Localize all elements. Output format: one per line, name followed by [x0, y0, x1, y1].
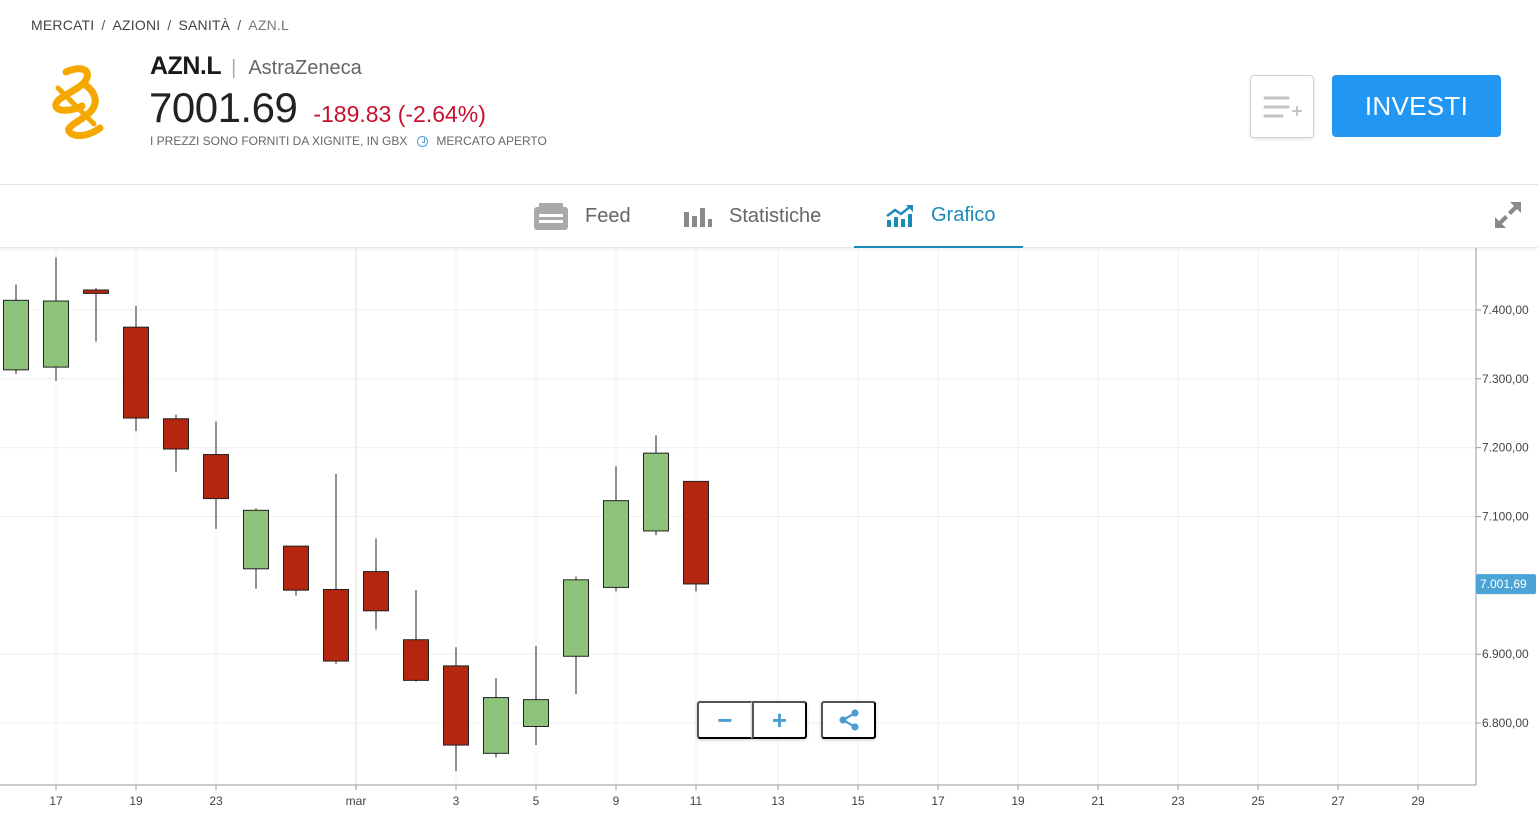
- y-tick-label: 7.300,00: [1482, 372, 1529, 386]
- x-tick-label: 11: [690, 794, 703, 808]
- x-tick-label: 17: [49, 794, 63, 808]
- candle-up: [643, 452, 669, 532]
- current-price-badge: [1476, 574, 1536, 595]
- candle-up: [523, 699, 549, 727]
- x-tick-label: 5: [533, 794, 540, 808]
- zoom-in-button[interactable]: +: [752, 701, 807, 739]
- trend-chart-icon: [885, 204, 915, 228]
- company-name: AstraZeneca: [248, 57, 362, 79]
- market-status: MERCATO APERTO: [436, 134, 547, 148]
- y-tick-label: 7.200,00: [1482, 441, 1529, 455]
- x-tick-label: 9: [613, 794, 620, 808]
- candle-down: [443, 665, 469, 746]
- candle-down: [163, 418, 189, 450]
- candle-up: [243, 509, 269, 570]
- candle-up: [603, 500, 629, 588]
- candle-up: [3, 299, 29, 371]
- invest-button[interactable]: INVESTI: [1332, 75, 1501, 137]
- candlestick-chart[interactable]: 17 19 23 mar 3 5 9 11 13 15 17 19 21 23 25 27 29 7.400,00…: [0, 248, 1538, 826]
- feed-icon: [533, 202, 569, 231]
- y-tick-label: 7.400,00: [1482, 303, 1529, 317]
- x-tick-label: 23: [209, 794, 223, 808]
- zoom-out-button[interactable]: −: [697, 701, 752, 739]
- breadcrumb-item-stocks[interactable]: AZIONI: [112, 17, 161, 33]
- x-tick-label: 21: [1091, 794, 1105, 808]
- share-icon: [838, 709, 859, 731]
- x-tick-label: 19: [1011, 794, 1025, 808]
- price-info: I PREZZI SONO FORNITI DA XIGNITE, IN GBX…: [150, 134, 547, 148]
- candle-up: [563, 579, 589, 657]
- x-tick-label: 15: [851, 794, 865, 808]
- bar-chart-icon: [683, 206, 713, 228]
- y-tick-label: 6.800,00: [1482, 716, 1529, 730]
- y-tick-label: 7.100,00: [1482, 510, 1529, 524]
- add-to-watchlist-icon: [1263, 96, 1302, 117]
- tab-chart[interactable]: Grafico: [854, 185, 1023, 248]
- tab-chart-label: Grafico: [931, 204, 996, 226]
- candle-up: [43, 300, 69, 368]
- breadcrumb-item-markets[interactable]: MERCATI: [31, 17, 95, 33]
- candle-up: [483, 697, 509, 754]
- x-tick-label: 17: [931, 794, 945, 808]
- x-tick-label: 3: [453, 794, 460, 808]
- breadcrumb-item-healthcare[interactable]: SANITÀ: [178, 17, 231, 33]
- candle-down: [203, 454, 229, 500]
- astrazeneca-logo-icon: [44, 62, 110, 142]
- breadcrumb-separator: /: [237, 17, 242, 33]
- tab-feed[interactable]: Feed: [533, 185, 631, 248]
- candle-down: [363, 571, 389, 612]
- tab-feed-label: Feed: [585, 205, 631, 227]
- x-tick-label: 25: [1251, 794, 1265, 808]
- x-tick-label: mar: [346, 794, 367, 808]
- x-tick-label: 23: [1171, 794, 1185, 808]
- x-tick-label: 27: [1331, 794, 1345, 808]
- share-button[interactable]: [821, 701, 876, 739]
- candle-down: [283, 545, 309, 591]
- current-price-label: 7.001,69: [1480, 577, 1527, 591]
- tab-statistics-label: Statistiche: [729, 205, 822, 227]
- candle-down: [683, 480, 709, 585]
- x-tick-label: 29: [1411, 794, 1425, 808]
- breadcrumb-item-current: AZN.L: [248, 17, 289, 33]
- candle-down: [323, 588, 349, 662]
- candle-down: [123, 326, 149, 419]
- tab-bar: Feed Statistiche Grafico: [0, 184, 1538, 248]
- fullscreen-expand-icon[interactable]: [1493, 200, 1523, 230]
- candle-down: [403, 639, 429, 681]
- clock-icon: [417, 135, 429, 147]
- price-source: I PREZZI SONO FORNITI DA XIGNITE, IN GBX: [150, 134, 408, 148]
- ticker-separator: |: [231, 57, 237, 79]
- y-tick-label: 6.900,00: [1482, 647, 1529, 661]
- breadcrumb: MERCATI / AZIONI / SANITÀ / AZN.L: [31, 17, 289, 33]
- ticker-symbol: AZN.L: [150, 52, 222, 80]
- breadcrumb-separator: /: [101, 17, 106, 33]
- tab-statistics[interactable]: Statistiche: [683, 185, 821, 248]
- breadcrumb-separator: /: [167, 17, 172, 33]
- price-line: 7001.69 -189.83 (-2.64%): [149, 84, 486, 132]
- price-change: -189.83 (-2.64%): [313, 101, 486, 127]
- current-price: 7001.69: [149, 84, 298, 131]
- add-to-watchlist-button[interactable]: [1250, 75, 1314, 138]
- candle-down: [83, 289, 109, 294]
- chart-controls: − +: [697, 701, 876, 739]
- x-tick-label: 13: [771, 794, 785, 808]
- x-tick-label: 19: [129, 794, 143, 808]
- instrument-header: AZN.L | AstraZeneca: [150, 52, 362, 81]
